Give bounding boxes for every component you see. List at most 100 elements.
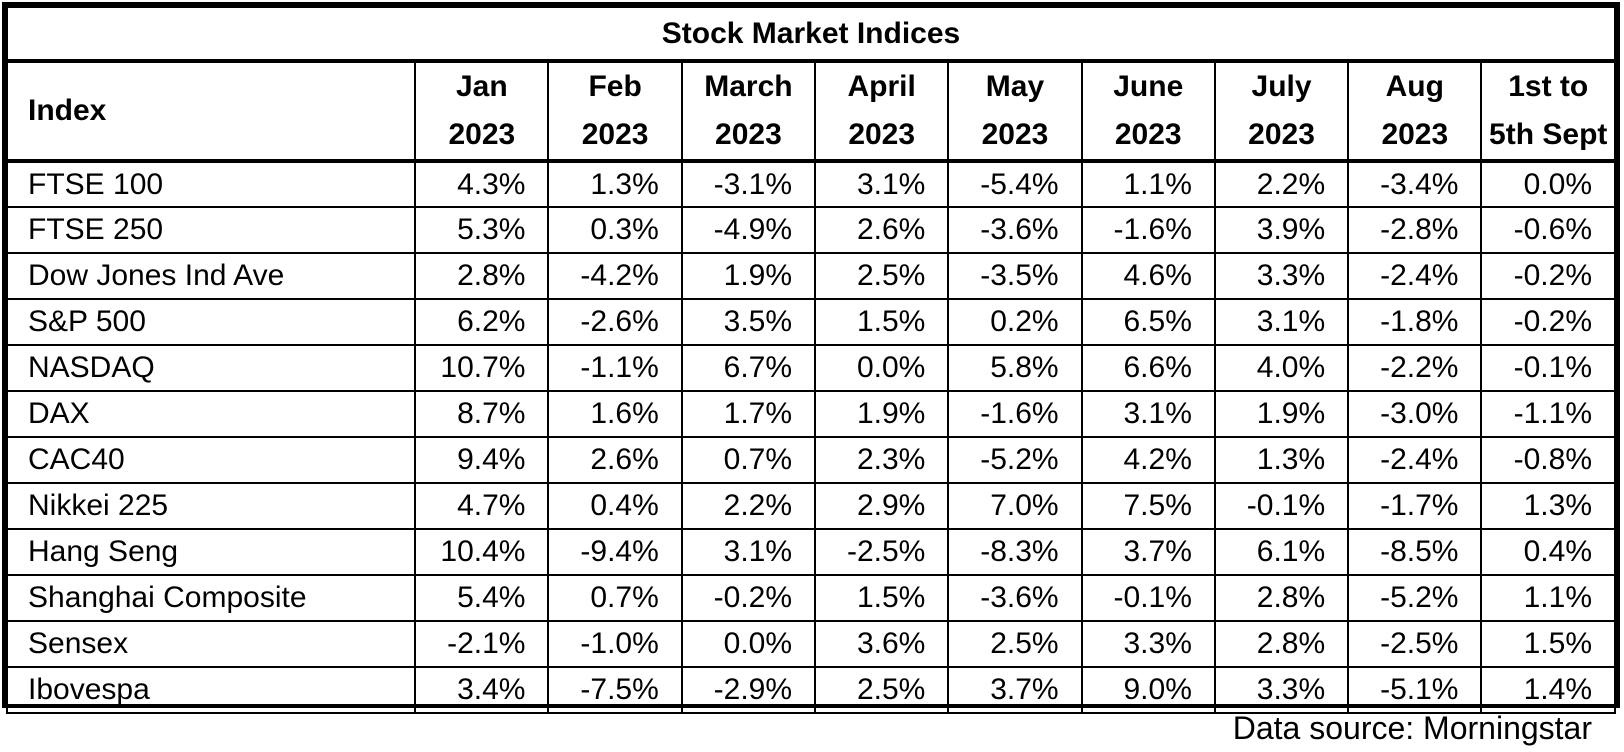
value-cell: -0.2% xyxy=(1480,252,1616,300)
value-cell: 0.4% xyxy=(547,482,683,530)
value-cell: -5.1% xyxy=(1347,666,1483,714)
index-name-cell: Hang Seng xyxy=(5,528,417,576)
value-cell: 7.5% xyxy=(1080,482,1216,530)
value-cell: -7.5% xyxy=(547,666,683,714)
table-row: NASDAQ 10.7% -1.1% 6.7% 0.0% 5.8% 6.6% 4.0% -2.2… xyxy=(5,344,1616,392)
value-cell: 2.6% xyxy=(814,206,950,254)
index-name-cell: Dow Jones Ind Ave xyxy=(5,252,417,300)
column-header-line2: 2023 xyxy=(1114,118,1182,151)
value-cell: 2.5% xyxy=(947,620,1083,668)
value-cell: 3.1% xyxy=(680,528,817,576)
value-cell: 3.1% xyxy=(1080,390,1216,438)
value-cell: -5.4% xyxy=(947,160,1083,208)
column-header: May 2023 xyxy=(947,60,1083,163)
value-cell: 4.6% xyxy=(1080,252,1216,300)
table-row: FTSE 250 5.3% 0.3% -4.9% 2.6% -3.6% -1.6% 3.9% -… xyxy=(5,206,1616,254)
value-cell: -0.1% xyxy=(1080,574,1216,622)
title-row: Stock Market Indices xyxy=(6,6,1616,63)
value-cell: 0.3% xyxy=(547,206,683,254)
value-cell: 6.2% xyxy=(414,298,550,346)
column-header: March 2023 xyxy=(680,60,817,163)
table-row: CAC40 9.4% 2.6% 0.7% 2.3% -5.2% 4.2% 1.3% -2.4% -… xyxy=(5,436,1616,484)
value-cell: 0.7% xyxy=(547,574,683,622)
value-cell: -4.2% xyxy=(547,252,683,300)
value-cell: 8.7% xyxy=(414,390,550,438)
column-header-line2: 2023 xyxy=(981,118,1049,151)
index-name-cell: S&P 500 xyxy=(5,298,417,346)
column-header-line1: 1st to xyxy=(1508,70,1589,103)
index-name-cell: Ibovespa xyxy=(5,666,417,714)
value-cell: 9.4% xyxy=(414,436,550,484)
value-cell: 0.4% xyxy=(1480,528,1616,576)
table-row: Hang Seng 10.4% -9.4% 3.1% -2.5% -8.3% 3.7% 6.1… xyxy=(5,528,1616,576)
value-cell: 1.9% xyxy=(814,390,950,438)
value-cell: 1.3% xyxy=(1480,482,1616,530)
value-cell: 9.0% xyxy=(1080,666,1216,714)
value-cell: -3.6% xyxy=(947,206,1083,254)
value-cell: 10.4% xyxy=(414,528,550,576)
value-cell: -3.0% xyxy=(1347,390,1483,438)
table-row: DAX 8.7% 1.6% 1.7% 1.9% -1.6% 3.1% 1.9% -3.0% -1.… xyxy=(5,390,1616,438)
value-cell: 3.5% xyxy=(680,298,817,346)
value-cell: 1.3% xyxy=(547,160,683,208)
column-header-line1: Aug xyxy=(1385,70,1444,103)
value-cell: -2.2% xyxy=(1347,344,1483,392)
value-cell: 1.9% xyxy=(680,252,817,300)
value-cell: 5.4% xyxy=(414,574,550,622)
value-cell: -4.9% xyxy=(680,206,817,254)
value-cell: -0.1% xyxy=(1480,344,1616,392)
value-cell: 4.2% xyxy=(1080,436,1216,484)
value-cell: 6.1% xyxy=(1213,528,1350,576)
value-cell: -0.1% xyxy=(1213,482,1350,530)
value-cell: -1.7% xyxy=(1347,482,1483,530)
value-cell: -3.5% xyxy=(947,252,1083,300)
value-cell: 6.7% xyxy=(680,344,817,392)
column-header-line2: 2023 xyxy=(1248,118,1315,151)
value-cell: 1.4% xyxy=(1480,666,1616,714)
stock-indices-table-frame: Stock Market Indices Index Jan 2023 Feb 202… xyxy=(2,2,1620,714)
value-cell: 3.6% xyxy=(814,620,950,668)
value-cell: -2.4% xyxy=(1347,252,1483,300)
column-header-line1: April xyxy=(847,70,916,103)
value-cell: -2.1% xyxy=(414,620,550,668)
value-cell: -2.5% xyxy=(1347,620,1483,668)
value-cell: 4.3% xyxy=(414,160,550,208)
table-row: Nikkei 225 4.7% 0.4% 2.2% 2.9% 7.0% 7.5% -0.1% -… xyxy=(5,482,1616,530)
value-cell: -1.8% xyxy=(1347,298,1483,346)
value-cell: 6.5% xyxy=(1080,298,1216,346)
value-cell: 1.5% xyxy=(1480,620,1616,668)
value-cell: 3.3% xyxy=(1213,666,1350,714)
index-name-cell: Sensex xyxy=(5,620,417,668)
value-cell: 1.1% xyxy=(1080,160,1216,208)
data-source-note: Data source: Morningstar xyxy=(1232,710,1592,746)
value-cell: 1.6% xyxy=(547,390,683,438)
value-cell: 6.6% xyxy=(1080,344,1216,392)
column-header: Aug 2023 xyxy=(1347,60,1483,163)
value-cell: 5.3% xyxy=(414,206,550,254)
value-cell: 1.5% xyxy=(814,298,950,346)
index-name-cell: Shanghai Composite xyxy=(5,574,417,622)
value-cell: -3.1% xyxy=(680,160,817,208)
index-column-header: Index xyxy=(5,60,417,163)
value-cell: 1.1% xyxy=(1480,574,1616,622)
value-cell: -0.8% xyxy=(1480,436,1616,484)
column-header: April 2023 xyxy=(814,60,950,163)
column-header-line2: 5th Sept xyxy=(1489,118,1608,151)
value-cell: -2.5% xyxy=(814,528,950,576)
column-header-line2: 2023 xyxy=(715,118,782,151)
value-cell: 0.0% xyxy=(1480,160,1616,208)
value-cell: -1.6% xyxy=(947,390,1083,438)
value-cell: 2.9% xyxy=(814,482,950,530)
index-name-cell: DAX xyxy=(5,390,417,438)
value-cell: -2.6% xyxy=(547,298,683,346)
value-cell: 2.8% xyxy=(1213,574,1350,622)
value-cell: -0.6% xyxy=(1480,206,1616,254)
value-cell: -1.0% xyxy=(547,620,683,668)
value-cell: 4.0% xyxy=(1213,344,1350,392)
table-title: Stock Market Indices xyxy=(6,6,1616,63)
value-cell: 2.8% xyxy=(1213,620,1350,668)
value-cell: 3.7% xyxy=(947,666,1083,714)
value-cell: 2.5% xyxy=(814,252,950,300)
value-cell: 2.2% xyxy=(1213,160,1350,208)
table-body: FTSE 100 4.3% 1.3% -3.1% 3.1% -5.4% 1.1% 2.2% -3… xyxy=(5,160,1616,714)
